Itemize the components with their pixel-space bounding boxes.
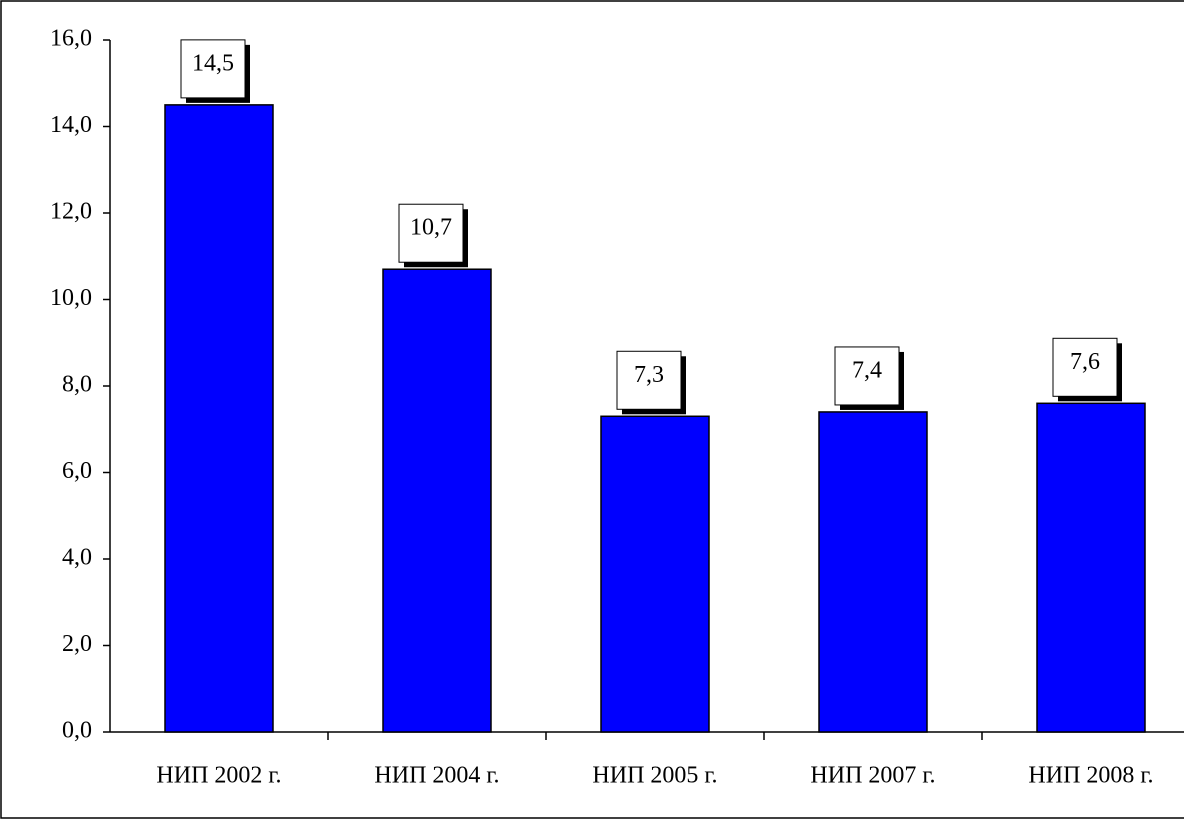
bar (382, 268, 492, 733)
x-tick-label: НИП 2005 г. (592, 763, 717, 789)
data-label: 7,3 (634, 362, 664, 388)
bar (600, 415, 710, 733)
data-label: 14,5 (192, 50, 234, 76)
y-tick-label: 6,0 (62, 458, 92, 484)
data-label: 10,7 (410, 215, 452, 241)
data-label-box (1052, 337, 1118, 397)
y-tick-label: 2,0 (62, 631, 92, 657)
y-tick-label: 12,0 (50, 199, 92, 225)
bar (818, 411, 928, 733)
data-label-box (616, 350, 682, 410)
data-label-box (834, 346, 900, 406)
y-tick-label: 4,0 (62, 545, 92, 571)
x-tick-label: НИП 2008 г. (1028, 763, 1153, 789)
y-tick-label: 0,0 (62, 718, 92, 744)
x-tick-label: НИП 2007 г. (810, 763, 935, 789)
bar (164, 104, 274, 733)
data-label: 7,4 (852, 357, 882, 383)
x-tick-label: НИП 2004 г. (374, 763, 499, 789)
y-tick-label: 16,0 (50, 26, 92, 52)
y-tick-label: 14,0 (50, 112, 92, 138)
data-label-box (398, 203, 464, 263)
data-label-box (180, 39, 246, 99)
y-tick-label: 8,0 (62, 372, 92, 398)
bar (1036, 402, 1146, 733)
data-label: 7,6 (1070, 349, 1100, 375)
x-tick-label: НИП 2002 г. (156, 763, 281, 789)
y-tick-label: 10,0 (50, 285, 92, 311)
